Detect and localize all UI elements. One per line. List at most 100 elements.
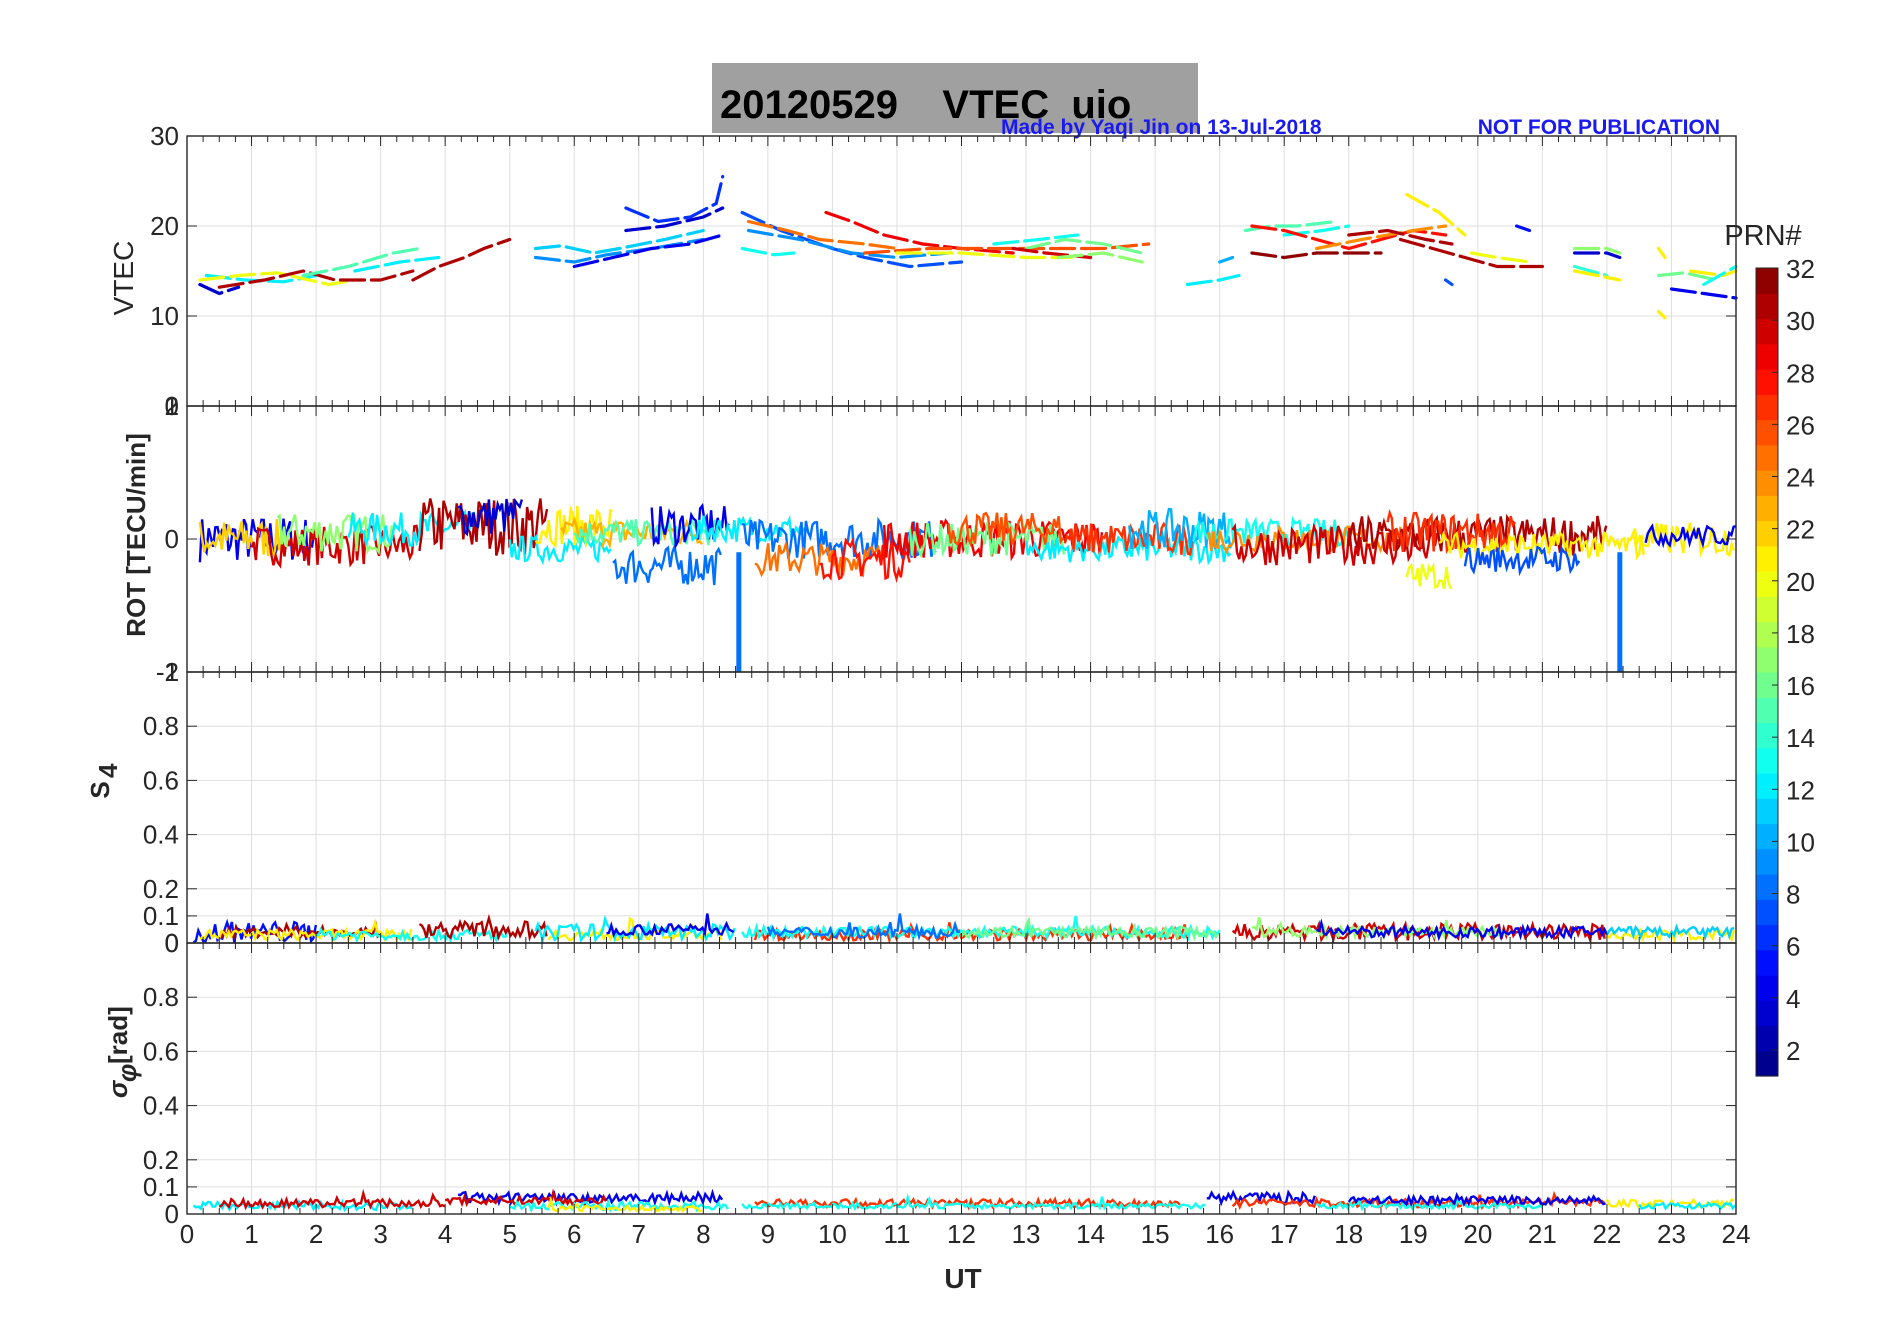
y-tick-label: 10 [150,301,179,331]
x-tick-label: 20 [1463,1219,1492,1249]
colorbar-swatch [1756,848,1778,875]
x-tick-label: 13 [1012,1219,1041,1249]
trace-group [198,497,1737,672]
y-tick-label: 0 [165,1199,179,1229]
sigma-trace [1638,1201,1737,1211]
vtec-trace [1250,251,1383,260]
colorbar-swatch [1756,899,1778,926]
vtec-trace [746,228,951,260]
s4-trace [199,918,413,944]
vtec-trace [533,237,705,264]
publication-notice: NOT FOR PUBLICATION [1478,116,1720,139]
y-tick-label: 0.2 [143,874,179,904]
sigma-trace [444,1188,608,1208]
s4-ylabel-subscript: 4 [93,763,123,778]
rot-trace [418,498,549,556]
vtec-trace [1702,264,1738,287]
vtec-trace [1024,237,1144,255]
trace-group [192,913,1736,945]
colorbar-tick-label: 16 [1786,671,1815,701]
x-tick-label: 18 [1334,1219,1363,1249]
colorbar-swatch [1756,318,1778,345]
x-tick-label: 17 [1270,1219,1299,1249]
colorbar-tick-label: 14 [1786,723,1815,753]
y-tick-label: 0.6 [143,765,179,795]
x-tick-label: 0 [180,1219,194,1249]
colorbar-swatch [1756,975,1778,1001]
colorbar-swatch [1756,293,1778,320]
rot-ylabel: ROT [TECU/min] [121,433,151,637]
y-tick-label: 0.4 [143,820,179,850]
sigma-trace [741,1193,1206,1212]
vtec-trace [1573,264,1609,278]
s4-panel: 00.10.20.40.60.810 [143,657,1737,958]
sigma-phi-panel: 00.10.2 0.4 0.6 0.8 [143,942,1737,1229]
s4-ylabel-letter: S [85,781,115,798]
s4-trace [1605,923,1735,941]
rot-trace [689,515,806,546]
s4-ylabel: S 4 [85,763,123,799]
colorbar-tick-label: 22 [1786,515,1815,545]
sigma-trace [1206,1189,1316,1207]
colorbar-tick-label: 30 [1786,306,1815,336]
rot-trace [534,505,613,549]
colorbar-tick-label: 28 [1786,358,1815,388]
sigma-ylabel-symbol: σ [103,1079,133,1098]
vtec-trace [1573,269,1622,282]
rot-trace [1438,530,1645,563]
x-tick-label: 11 [883,1219,910,1249]
rot-trace [947,511,1065,548]
s4-trace [606,913,735,938]
colorbar-swatch [1756,1050,1778,1077]
rot-trace [1063,521,1194,556]
x-axis-label: UT [944,1263,981,1294]
x-tick-label: 12 [947,1219,976,1249]
rot-trace [1644,523,1737,549]
vtec-trace [533,228,705,255]
colorbar-tick-label: 4 [1786,984,1800,1014]
vtec-trace [1573,251,1622,260]
vtec-trace [1657,309,1667,320]
sigma-trace [1347,1191,1606,1208]
rot-trace [457,497,524,537]
rot-trace [508,532,612,566]
sigma-trace [509,1197,730,1214]
colorbar-swatch [1756,369,1778,395]
rot-trace [1631,522,1736,558]
title-box [712,63,1198,133]
credit-text: Made by Yaqi Jin on 13-Jul-2018 [1001,116,1322,139]
vtec-trace [740,210,964,269]
sigma-trace [218,1188,446,1211]
s4-trace [1316,918,1608,942]
vtec-panel: 0 10 20 30 [150,121,1738,421]
vtec-trace [1669,287,1738,300]
y-tick-label-overlap: 0 [165,928,179,958]
colorbar-swatch [1756,672,1778,698]
x-tick-label: 15 [1141,1219,1170,1249]
rot-trace [819,537,911,583]
rot-trace [347,508,478,548]
s4-trace [766,913,961,941]
vtec-trace [1314,224,1448,251]
x-tick-label: 19 [1399,1219,1428,1249]
y-tick-label: -2 [156,657,179,687]
x-tick-label: 3 [373,1219,387,1249]
colorbar-swatch [1756,722,1778,749]
colorbar-swatch [1756,571,1778,597]
x-tick-label: 8 [696,1219,710,1249]
vtec-trace [824,210,1015,255]
vtec-trace [198,271,357,287]
vtec-trace [740,246,796,257]
colorbar-tick-label: 24 [1786,463,1815,493]
colorbar-swatch [1756,394,1778,421]
vtec-ylabel: VTEC [108,241,139,316]
y-tick-label: 0.6 [143,1036,179,1066]
x-tick-label: 7 [632,1219,646,1249]
colorbar-tick-label: 10 [1786,827,1815,857]
y-tick-label: 2 [165,391,179,421]
colorbar-swatch [1756,621,1778,648]
colorbar-swatch [1756,545,1778,572]
rot-trace [1463,545,1581,577]
y-tick-label: 30 [150,121,179,151]
